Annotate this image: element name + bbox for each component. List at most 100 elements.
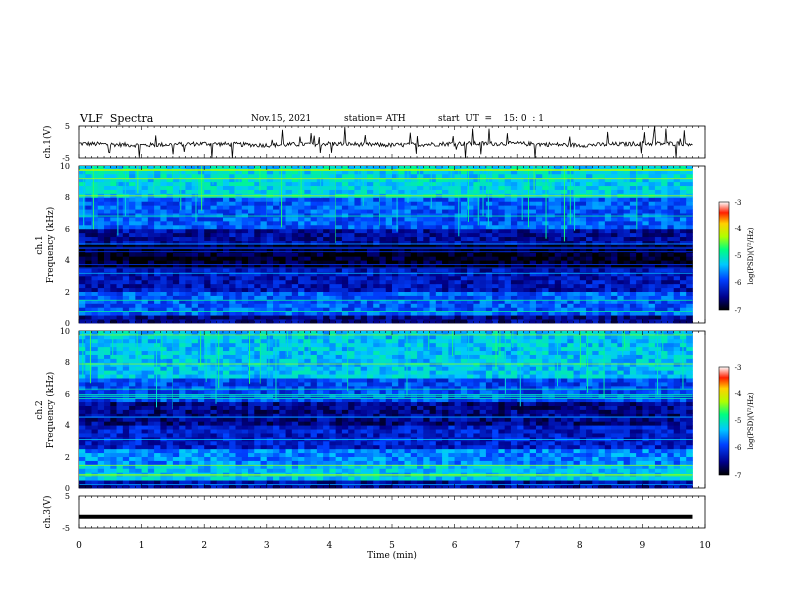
spectrogram-cell: [529, 291, 537, 296]
spectrogram-cell: [116, 260, 124, 265]
spectrogram-cell: [135, 342, 142, 348]
spectrogram-cell: [279, 197, 286, 202]
spectrogram-cell: [435, 232, 443, 238]
spectrogram-cell: [179, 358, 186, 363]
spectrogram-cell: [279, 315, 286, 320]
spectrogram-cell: [611, 213, 618, 218]
spectrogram-cell: [366, 224, 374, 230]
spectrogram-cell: [429, 201, 437, 206]
spectrogram-cell: [97, 433, 105, 438]
sferic-streak: [467, 166, 469, 222]
spectrogram-cell: [135, 444, 142, 450]
spectrogram-cell: [373, 169, 380, 175]
spectrogram-cell: [479, 283, 487, 289]
spectrogram-cell: [179, 299, 186, 304]
spectrogram-cell: [316, 319, 324, 324]
spectrogram-cell: [160, 217, 168, 222]
spectrogram-cell: [154, 358, 161, 363]
spectrogram-cell: [97, 166, 105, 171]
spectrogram-cell: [248, 181, 255, 187]
spectrogram-cell: [354, 169, 362, 175]
spectrogram-cell: [467, 224, 474, 230]
spectrogram-cell: [667, 189, 675, 194]
spectrogram-cell: [623, 307, 631, 312]
spectrogram-cell: [392, 303, 399, 308]
spectrogram-cell: [329, 287, 337, 293]
spectrogram-cell: [485, 256, 493, 261]
sferic-streak: [458, 166, 460, 237]
spectrogram-cell: [554, 260, 562, 265]
spectrogram-cell: [379, 217, 387, 222]
spectrogram-cell: [254, 307, 261, 312]
spectrogram-cell: [254, 197, 261, 202]
spectrogram-cell: [623, 319, 631, 324]
spectrogram-cell: [222, 232, 230, 238]
spectrogram-cell: [222, 240, 230, 245]
spectrogram-cell: [398, 205, 405, 210]
spectrogram-cell: [160, 448, 168, 454]
spectrogram-cell: [91, 169, 99, 175]
spectrogram-cell: [679, 311, 687, 316]
spectrogram-cell: [254, 252, 261, 257]
spectrogram-cell: [335, 213, 343, 218]
spectrogram-cell: [592, 224, 599, 230]
spectrogram-cell: [460, 236, 468, 241]
sferic-streak: [92, 166, 94, 230]
spectrogram-cell: [154, 307, 161, 312]
spectrogram-cell: [654, 197, 662, 202]
spectrogram-cell: [341, 264, 349, 269]
spectrogram-cell: [147, 307, 155, 312]
spectrogram-cell: [611, 201, 618, 206]
spectrogram-cell: [210, 197, 218, 202]
spectrogram-cell: [504, 189, 512, 194]
spectrogram-cell: [197, 252, 205, 257]
spectrogram-cell: [573, 181, 581, 187]
spectrogram-cell: [323, 173, 330, 179]
spectrogram-cell: [241, 173, 249, 179]
spectrogram-cell: [442, 291, 449, 296]
spectrogram-cell: [160, 397, 168, 403]
spectrogram-cell: [229, 181, 236, 187]
spectrogram-cell: [448, 283, 455, 289]
spectrogram-cell: [85, 405, 92, 410]
spectrogram-cell: [129, 240, 136, 245]
spectrogram-cell: [604, 228, 612, 234]
spectrogram-cell: [85, 378, 92, 383]
spectrogram-cell: [197, 358, 205, 363]
spectrogram-cell: [679, 295, 687, 300]
spectrogram-cell: [260, 303, 268, 308]
spectrogram-cell: [554, 232, 562, 238]
spectrogram-cell: [197, 338, 205, 344]
spectrogram-cell: [85, 429, 92, 434]
spectrogram-cell: [266, 220, 274, 226]
spectrogram-cell: [179, 370, 186, 375]
spectrogram-cell: [323, 299, 330, 304]
spectrogram-cell: [535, 291, 543, 296]
spectrogram-cell: [404, 224, 412, 230]
spectrogram-cell: [285, 256, 293, 261]
spectrogram-cell: [510, 169, 518, 175]
spectrogram-cell: [222, 468, 230, 473]
date-label: Nov.15, 2021: [251, 114, 312, 124]
spectrogram-cell: [260, 315, 268, 320]
spectrogram-cell: [542, 248, 549, 253]
spectrogram-cell: [104, 173, 111, 179]
spectrogram-cell: [417, 275, 424, 281]
spectrogram-cell: [360, 307, 368, 312]
spectrogram-cell: [329, 181, 337, 187]
spectrogram-cell: [179, 260, 186, 265]
spectrogram-cell: [179, 452, 186, 458]
spectrogram-cell: [686, 291, 693, 296]
spectrogram-cell: [204, 358, 211, 363]
spectrogram-cell: [210, 201, 218, 206]
spectrogram-cell: [116, 181, 124, 187]
spectrogram-cell: [216, 291, 224, 296]
spectrogram-cell: [210, 213, 218, 218]
spectrogram-cell: [335, 315, 343, 320]
spectrogram-cell: [160, 283, 168, 289]
spectrogram-cell: [91, 425, 99, 430]
spectrogram-cell: [141, 358, 149, 363]
spectrogram-cell: [279, 260, 286, 265]
spectrogram-cell: [141, 260, 149, 265]
spectrogram-cell: [154, 271, 161, 277]
